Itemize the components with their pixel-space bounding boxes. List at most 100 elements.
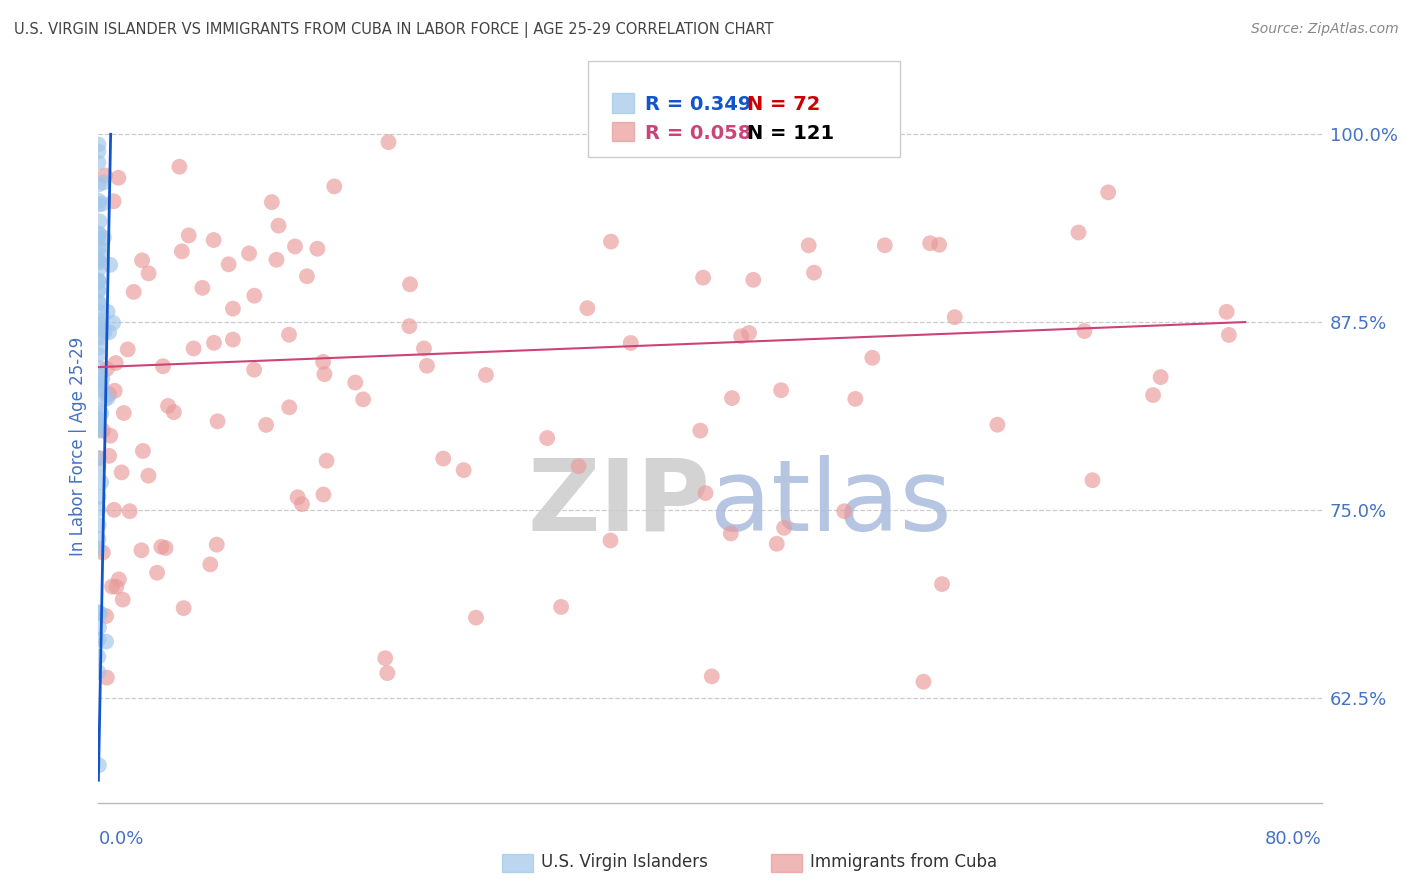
Point xyxy=(98,325,121,339)
Point xyxy=(91,381,114,395)
Text: atlas: atlas xyxy=(710,455,952,551)
Point xyxy=(87,314,110,328)
Point xyxy=(163,405,186,419)
Text: 80.0%: 80.0% xyxy=(1265,830,1322,847)
Point xyxy=(157,399,180,413)
Point xyxy=(87,368,110,383)
Point xyxy=(87,254,110,268)
Point xyxy=(87,252,110,267)
Point xyxy=(700,669,723,683)
Point xyxy=(931,577,953,591)
Point xyxy=(87,194,110,208)
Point xyxy=(765,537,787,551)
Point xyxy=(87,605,110,619)
Point xyxy=(170,244,193,259)
Point xyxy=(87,411,110,425)
Y-axis label: In Labor Force | Age 25-29: In Labor Force | Age 25-29 xyxy=(69,336,87,556)
Point xyxy=(112,406,135,420)
Point xyxy=(131,253,153,268)
Point xyxy=(1081,473,1104,487)
Text: ZIP: ZIP xyxy=(527,455,710,551)
Point xyxy=(432,451,454,466)
Text: Immigrants from Cuba: Immigrants from Cuba xyxy=(810,853,997,871)
Point xyxy=(87,460,110,475)
Point xyxy=(1067,226,1090,240)
Point xyxy=(416,359,439,373)
Point xyxy=(344,376,367,390)
Point xyxy=(920,236,942,251)
Point xyxy=(87,295,110,310)
Point xyxy=(465,610,488,624)
Point xyxy=(93,231,115,245)
Point xyxy=(576,301,599,315)
Point xyxy=(844,392,866,406)
Point xyxy=(91,176,114,190)
Text: N = 72: N = 72 xyxy=(747,95,820,114)
Point xyxy=(87,532,110,546)
Point xyxy=(87,758,110,772)
Point xyxy=(928,237,950,252)
Point xyxy=(536,431,558,445)
Text: U.S. VIRGIN ISLANDER VS IMMIGRANTS FROM CUBA IN LABOR FORCE | AGE 25-29 CORRELAT: U.S. VIRGIN ISLANDER VS IMMIGRANTS FROM … xyxy=(14,22,773,38)
Point xyxy=(93,325,115,339)
Point xyxy=(1149,370,1171,384)
Point xyxy=(278,401,301,415)
Point xyxy=(860,351,883,365)
Point xyxy=(738,326,761,340)
Point xyxy=(87,145,110,159)
Point xyxy=(620,336,643,351)
Point xyxy=(91,197,114,211)
Point xyxy=(87,275,110,289)
Point xyxy=(307,242,329,256)
Point xyxy=(173,601,195,615)
Point xyxy=(107,170,129,185)
Point xyxy=(315,454,337,468)
Point xyxy=(89,607,111,621)
Point xyxy=(730,329,752,343)
Point xyxy=(200,558,222,572)
Text: 0.0%: 0.0% xyxy=(98,830,143,847)
Point xyxy=(90,475,112,490)
Point xyxy=(98,428,121,442)
Point xyxy=(87,422,110,436)
Point xyxy=(122,285,145,299)
Text: Source: ZipAtlas.com: Source: ZipAtlas.com xyxy=(1251,22,1399,37)
Point xyxy=(1097,186,1119,200)
Point xyxy=(599,533,621,548)
Point xyxy=(243,362,266,376)
Point xyxy=(146,566,169,580)
Point xyxy=(98,449,121,463)
Point xyxy=(101,580,124,594)
Point xyxy=(87,137,110,152)
Point xyxy=(87,275,110,289)
Text: R = 0.058: R = 0.058 xyxy=(645,124,752,143)
Point xyxy=(87,283,110,297)
Point xyxy=(202,233,225,247)
Point xyxy=(87,649,110,664)
Point xyxy=(222,301,245,316)
Point xyxy=(191,281,214,295)
Point xyxy=(94,169,117,183)
Point xyxy=(87,665,110,679)
Point xyxy=(96,671,118,685)
Point xyxy=(773,521,796,535)
Point xyxy=(714,137,737,152)
Point xyxy=(177,228,200,243)
Point xyxy=(87,490,110,504)
Point xyxy=(202,335,225,350)
Point xyxy=(238,246,260,260)
Point xyxy=(108,573,131,587)
Point xyxy=(721,391,744,405)
Point xyxy=(87,451,110,466)
Point xyxy=(87,375,110,389)
Point xyxy=(89,317,111,331)
Point xyxy=(720,526,742,541)
Point xyxy=(87,227,110,242)
Point xyxy=(103,194,125,209)
Point xyxy=(89,241,111,255)
Bar xyxy=(772,855,801,872)
Point xyxy=(105,580,128,594)
Point xyxy=(87,233,110,247)
Point xyxy=(295,269,318,284)
Bar xyxy=(612,122,634,141)
